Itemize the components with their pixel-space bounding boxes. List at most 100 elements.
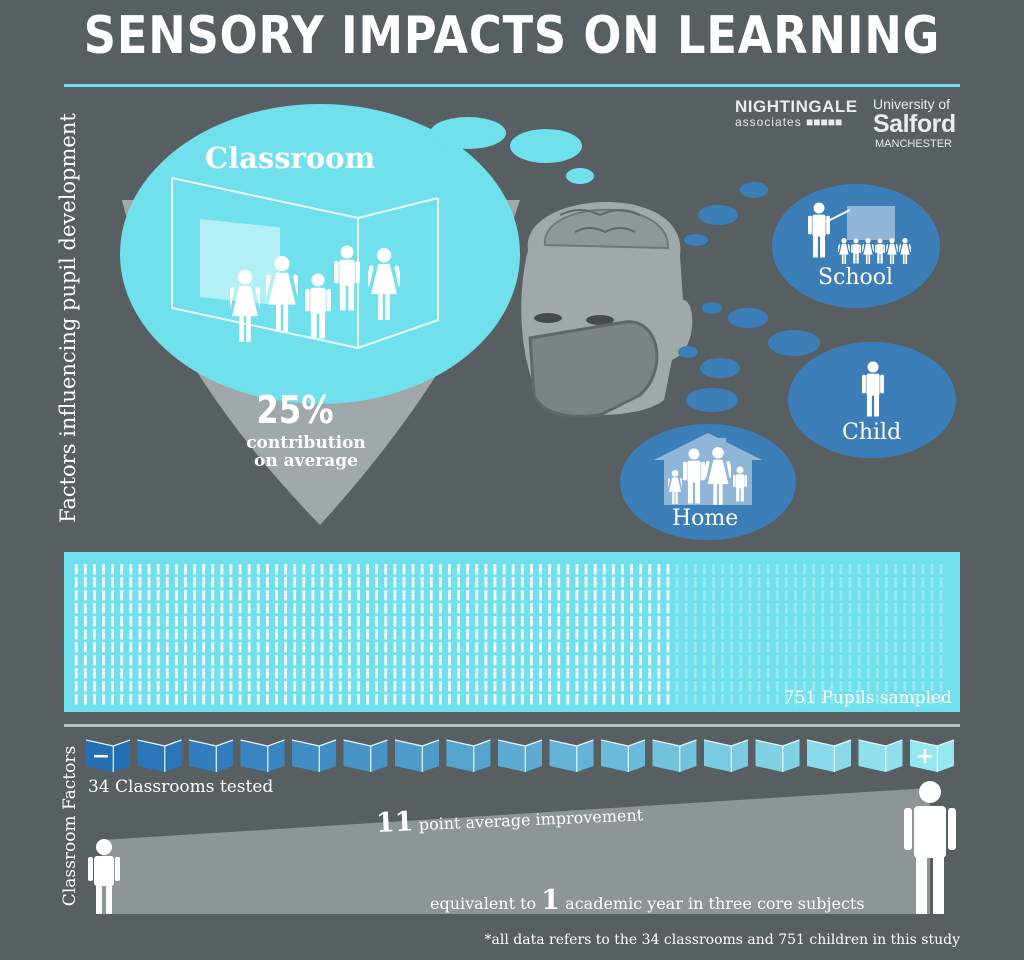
- pupil-icon: [283, 642, 288, 653]
- pupil-icon: [502, 603, 506, 614]
- pupil-icon: [629, 590, 634, 601]
- pupil-icon: [620, 590, 625, 601]
- pupil-icon: [411, 681, 415, 692]
- pupil-icon: [866, 564, 870, 575]
- pupil-icon: [420, 694, 424, 705]
- pupil-icon: [720, 616, 725, 627]
- pupil-icon: [393, 577, 397, 588]
- pupil-icon: [584, 564, 588, 575]
- pupil-icon: [502, 642, 506, 653]
- pupil-icon: [475, 694, 479, 705]
- pupil-icon: [575, 603, 579, 614]
- pupil-icon: [884, 655, 889, 666]
- pupil-icon: [639, 616, 643, 627]
- pupil-icon: [830, 655, 834, 666]
- pupil-icon: [83, 668, 87, 679]
- pupil-icon: [921, 629, 925, 640]
- pupil-icon: [338, 616, 342, 627]
- pupil-icon: [429, 629, 433, 640]
- pupil-icon: [502, 694, 506, 705]
- pupil-icon: [884, 603, 889, 614]
- pupil-icon: [202, 694, 206, 705]
- pupil-icon: [839, 694, 843, 705]
- pupil-icon: [420, 629, 424, 640]
- pupil-icon: [74, 603, 78, 614]
- pupil-icon: [283, 577, 288, 588]
- pupil-icon: [566, 616, 570, 627]
- pupil-icon: [684, 694, 688, 705]
- pupil-icon: [192, 564, 197, 575]
- pupil-icon: [693, 616, 697, 627]
- pupil-icon: [775, 642, 779, 653]
- pupil-icon: [147, 694, 151, 705]
- pupil-icon: [475, 590, 479, 601]
- pupil-icon: [821, 655, 825, 666]
- pupil-icon: [657, 564, 661, 575]
- pupil-icon: [247, 577, 251, 588]
- pupil-icon: [220, 655, 224, 666]
- pupil-icon: [129, 655, 133, 666]
- pupil-icon: [912, 655, 916, 666]
- whiteboard-icon: [200, 219, 280, 306]
- pupil-icon: [821, 681, 825, 692]
- pupil-icon: [202, 603, 206, 614]
- pupil-icon: [611, 668, 615, 679]
- pupil-icon: [347, 590, 351, 601]
- pupil-icon: [393, 629, 397, 640]
- pupil-icon: [766, 681, 770, 692]
- pupil-icon: [338, 590, 342, 601]
- pupil-icon: [211, 681, 215, 692]
- pupil-icon: [520, 629, 524, 640]
- classroom-icon: [188, 739, 234, 772]
- pupil-icon: [183, 629, 188, 640]
- pupil-icon: [793, 681, 798, 692]
- pupil-icon: [839, 590, 843, 601]
- pupil-icon: [211, 668, 215, 679]
- pupil-icon: [793, 629, 798, 640]
- pupil-icon: [402, 564, 406, 575]
- pupil-icon: [411, 590, 415, 601]
- pupil-icon: [192, 603, 197, 614]
- pupil-icon: [903, 564, 907, 575]
- pupil-icon: [174, 590, 178, 601]
- pupil-icon: [529, 642, 534, 653]
- pupil-icon: [283, 655, 288, 666]
- pupil-icon: [220, 694, 224, 705]
- pupil-icon: [174, 603, 178, 614]
- pupil-icon: [620, 655, 625, 666]
- pupil-icon: [711, 590, 716, 601]
- pupil-icon: [365, 603, 370, 614]
- pupil-icon: [147, 655, 151, 666]
- pupil-icon: [202, 642, 206, 653]
- pupil-icon: [629, 681, 634, 692]
- pupil-icon: [375, 642, 379, 653]
- pupil-icon: [520, 694, 524, 705]
- pupil-icon: [693, 577, 697, 588]
- pupil-icon: [875, 629, 879, 640]
- pupil-icon: [857, 603, 861, 614]
- pupil-icon: [557, 668, 561, 679]
- pupil-icon: [648, 616, 652, 627]
- pupil-icon: [120, 694, 124, 705]
- pupil-icon: [620, 577, 625, 588]
- pupil-icon: [903, 642, 907, 653]
- pupil-icon: [138, 655, 142, 666]
- pupil-icon: [211, 655, 215, 666]
- pupil-icon: [302, 668, 306, 679]
- pupil-icon: [529, 655, 534, 666]
- pupil-icon: [921, 603, 925, 614]
- pupil-icon: [356, 629, 361, 640]
- classroom-icon: [497, 739, 543, 772]
- pupil-icon: [302, 642, 306, 653]
- pupil-icon: [101, 681, 106, 692]
- pupil-icon: [402, 681, 406, 692]
- pupil-icon: [629, 564, 634, 575]
- pupil-icon: [602, 590, 606, 601]
- pupil-icon: [375, 603, 379, 614]
- pupil-icon: [247, 629, 251, 640]
- pupil-icon: [802, 564, 807, 575]
- pupil-icon: [711, 564, 716, 575]
- pupil-icon: [329, 564, 333, 575]
- pupil-icon: [247, 616, 251, 627]
- pupil-icon: [265, 590, 269, 601]
